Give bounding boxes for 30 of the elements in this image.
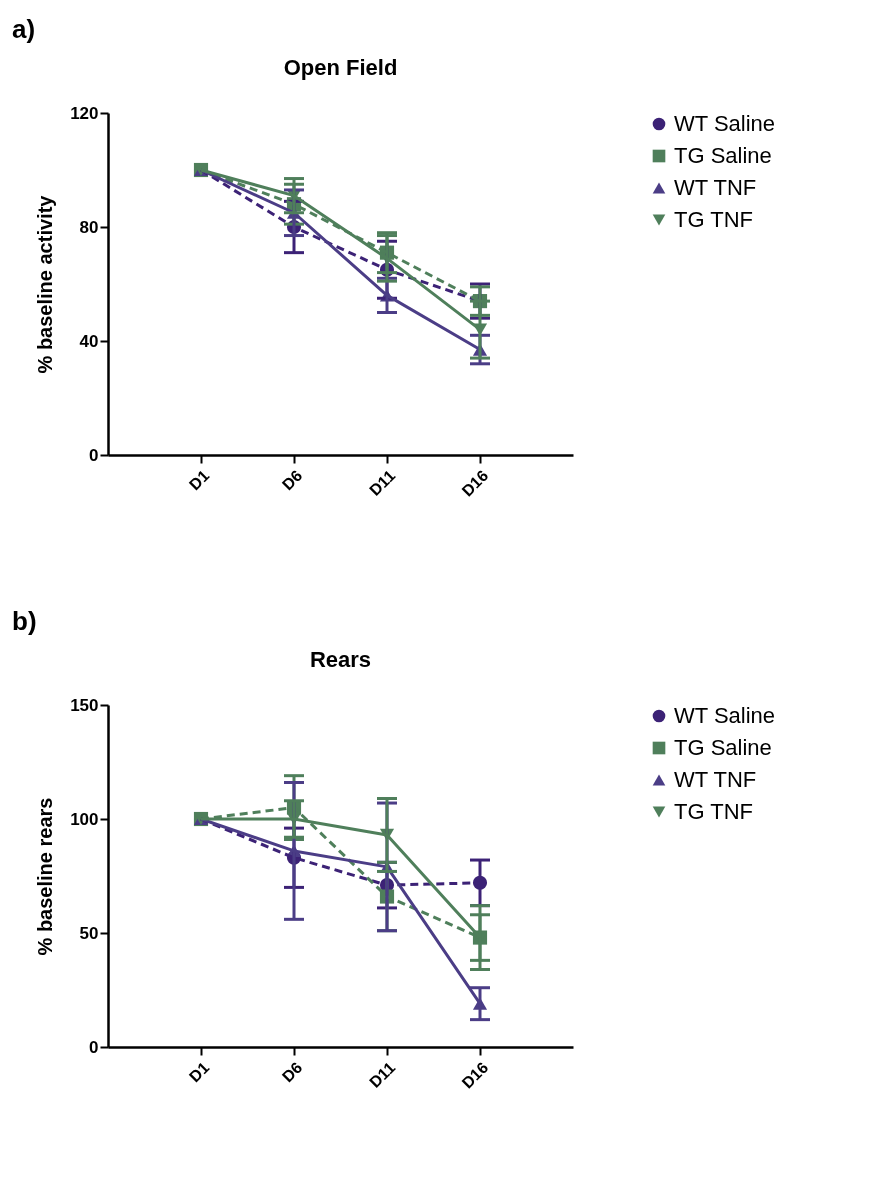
x-tick-label: D16 bbox=[458, 1058, 492, 1092]
y-tick-label: 50 bbox=[79, 923, 99, 943]
legend-label: TG Saline bbox=[674, 143, 772, 168]
y-axis-title: % baseline rears bbox=[34, 797, 57, 956]
x-tick-label: D11 bbox=[366, 466, 399, 499]
legend-label: WT Saline bbox=[674, 111, 776, 136]
x-tick-label: D6 bbox=[278, 1058, 306, 1086]
legend-label: TG TNF bbox=[674, 799, 754, 824]
x-tick-label: D11 bbox=[366, 1058, 399, 1091]
x-tick-label: D1 bbox=[185, 466, 213, 494]
y-tick-label: 100 bbox=[70, 809, 99, 829]
y-tick-label: 80 bbox=[79, 217, 99, 237]
text: b) bbox=[12, 606, 37, 637]
chart-title: Rears bbox=[309, 647, 372, 672]
x-tick-label: D6 bbox=[278, 466, 306, 494]
legend-label: WT TNF bbox=[674, 767, 757, 792]
y-tick-label: 120 bbox=[70, 103, 99, 123]
legend-label: TG TNF bbox=[674, 207, 754, 232]
y-axis-title: % baseline activity bbox=[34, 194, 57, 374]
legend-label: WT TNF bbox=[674, 175, 757, 200]
x-tick-label: D1 bbox=[185, 1058, 213, 1086]
x-tick-label: D16 bbox=[458, 466, 492, 500]
y-tick-label: 150 bbox=[70, 695, 99, 715]
y-tick-label: 0 bbox=[89, 1037, 99, 1057]
y-tick-label: 0 bbox=[89, 445, 99, 465]
chart-title: Open Field bbox=[283, 55, 398, 80]
legend-label: TG Saline bbox=[674, 735, 772, 760]
legend-label: WT Saline bbox=[674, 703, 776, 728]
y-tick-label: 40 bbox=[79, 331, 99, 351]
text: a) bbox=[12, 14, 36, 45]
